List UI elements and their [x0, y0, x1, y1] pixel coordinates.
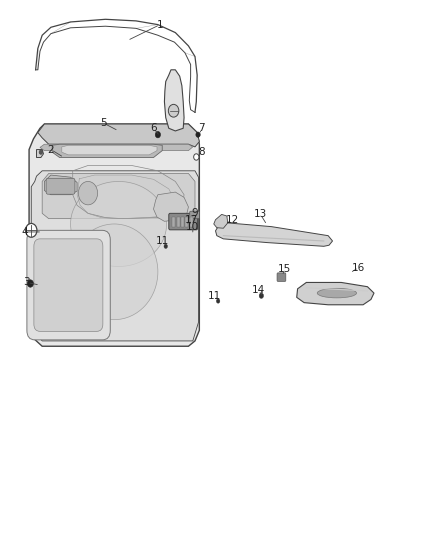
Text: 6: 6	[150, 123, 157, 133]
Polygon shape	[29, 124, 199, 346]
Text: 13: 13	[254, 209, 267, 220]
FancyBboxPatch shape	[190, 211, 199, 219]
Circle shape	[155, 132, 160, 138]
Text: 15: 15	[278, 264, 291, 274]
Ellipse shape	[71, 224, 158, 320]
FancyBboxPatch shape	[46, 178, 75, 194]
Circle shape	[259, 293, 264, 298]
Circle shape	[25, 223, 37, 237]
Bar	[185, 217, 188, 227]
Polygon shape	[31, 171, 198, 341]
Circle shape	[39, 150, 42, 155]
Text: 8: 8	[198, 147, 205, 157]
Polygon shape	[52, 144, 162, 158]
Polygon shape	[164, 70, 184, 131]
Text: 3: 3	[24, 278, 30, 287]
Ellipse shape	[317, 288, 357, 298]
Circle shape	[78, 181, 98, 205]
Circle shape	[194, 154, 199, 160]
Text: 11: 11	[208, 290, 221, 301]
Circle shape	[216, 299, 220, 303]
Ellipse shape	[71, 181, 166, 266]
Polygon shape	[38, 124, 199, 147]
Bar	[190, 217, 193, 227]
FancyBboxPatch shape	[34, 239, 103, 332]
Bar	[181, 217, 184, 227]
Polygon shape	[215, 223, 332, 246]
Text: 1: 1	[157, 20, 163, 30]
Text: 4: 4	[21, 227, 28, 237]
Polygon shape	[40, 144, 193, 151]
Text: 9: 9	[192, 208, 198, 219]
Polygon shape	[44, 175, 77, 195]
Text: 7: 7	[198, 123, 205, 133]
Text: 5: 5	[100, 118, 106, 128]
Text: 11: 11	[155, 236, 169, 246]
Text: 10: 10	[186, 222, 199, 232]
Text: 14: 14	[252, 286, 265, 295]
Circle shape	[196, 132, 200, 138]
Circle shape	[164, 244, 167, 248]
Polygon shape	[297, 282, 374, 305]
Polygon shape	[62, 146, 157, 155]
Polygon shape	[214, 214, 228, 228]
FancyBboxPatch shape	[169, 213, 198, 230]
Text: 12: 12	[226, 215, 239, 225]
Text: 17: 17	[185, 215, 198, 225]
Bar	[177, 217, 180, 227]
Polygon shape	[42, 173, 195, 219]
Circle shape	[27, 280, 33, 287]
Polygon shape	[153, 192, 188, 221]
Text: 16: 16	[352, 263, 365, 272]
Text: 2: 2	[48, 144, 54, 155]
Bar	[172, 217, 175, 227]
Polygon shape	[36, 150, 43, 158]
FancyBboxPatch shape	[277, 273, 286, 281]
Circle shape	[168, 104, 179, 117]
FancyBboxPatch shape	[27, 230, 110, 340]
